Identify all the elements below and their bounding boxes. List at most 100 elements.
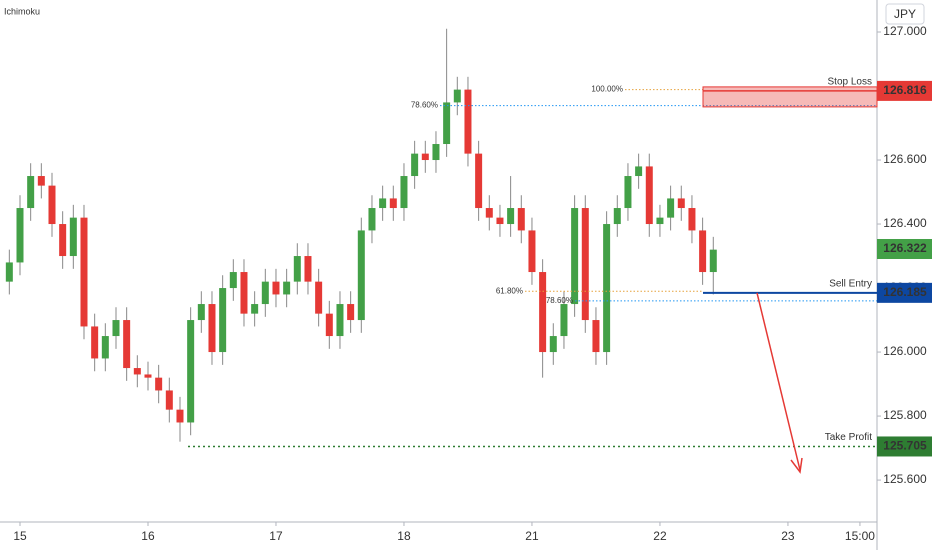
candle-body	[144, 374, 152, 378]
candle-body	[272, 281, 280, 295]
y-tick-label: 125.600	[883, 472, 927, 486]
candle-body	[251, 304, 259, 314]
x-tick-label: 18	[397, 529, 411, 543]
candle-body	[197, 304, 205, 321]
price-label: 125.705	[883, 439, 927, 453]
candle-body	[656, 217, 664, 225]
candle-body	[357, 230, 365, 321]
price-label: 126.185	[883, 285, 927, 299]
candle-body	[304, 256, 312, 282]
candle-body	[464, 89, 472, 154]
currency-box	[885, 3, 925, 25]
candle-body	[336, 304, 344, 337]
candle-body	[507, 208, 515, 225]
y-tick-label: 127.000	[883, 24, 927, 38]
forecast-arrowhead	[790, 457, 803, 474]
candle-body	[667, 198, 675, 218]
candle-body	[485, 208, 493, 218]
stop-loss-zone	[702, 86, 878, 108]
candle-body	[539, 272, 547, 353]
candle-body	[112, 320, 120, 337]
x-tick-label: 22	[653, 529, 667, 543]
currency-label: JPY	[894, 7, 916, 21]
candle-body	[581, 208, 589, 321]
candle-body	[411, 153, 419, 177]
level-name: Sell Entry	[829, 278, 872, 289]
candle-body	[283, 281, 291, 295]
x-tick-label: 15:00	[845, 529, 875, 543]
last-price-label: 126.322	[883, 241, 927, 255]
candle-body	[549, 336, 557, 353]
candle-body	[315, 281, 323, 314]
y-tick-label: 126.400	[883, 216, 927, 230]
candle-body	[240, 272, 248, 314]
candle-body	[165, 390, 173, 410]
candle-body	[624, 176, 632, 209]
candle-body	[432, 144, 440, 161]
candle-body	[368, 208, 376, 231]
candle-body	[389, 198, 397, 209]
candle-body	[91, 326, 99, 359]
candle-body	[80, 217, 88, 327]
candle-body	[176, 409, 184, 423]
level-name: Stop Loss	[828, 77, 872, 88]
x-tick-label: 23	[781, 529, 795, 543]
forecast-arrow	[756, 292, 801, 471]
x-tick-label: 21	[525, 529, 539, 543]
candle-body	[560, 304, 568, 337]
candle-body	[496, 217, 504, 225]
last-price-box	[877, 238, 932, 259]
candle-body	[293, 256, 301, 282]
fib-label: 78.60%	[546, 296, 573, 305]
fib-label: 78.60%	[411, 101, 438, 110]
candle-body	[219, 288, 227, 353]
candle-body	[453, 89, 461, 103]
candle-body	[592, 320, 600, 353]
candle-body	[133, 368, 141, 375]
candle-body	[571, 208, 579, 305]
candle-body	[688, 208, 696, 231]
price-label-box	[877, 282, 932, 303]
candle-body	[400, 176, 408, 209]
candle-body	[208, 304, 216, 353]
candle-body	[603, 224, 611, 353]
candle-body	[27, 176, 35, 209]
y-tick-label: 125.800	[883, 408, 927, 422]
candle-body	[613, 208, 621, 225]
candle-body	[709, 249, 717, 273]
x-tick-label: 16	[141, 529, 155, 543]
x-tick-label: 17	[269, 529, 283, 543]
candle-body	[69, 217, 77, 257]
candle-body	[16, 208, 24, 263]
candle-body	[421, 153, 429, 161]
candle-body	[325, 313, 333, 337]
x-tick-label: 15	[13, 529, 27, 543]
candle-body	[443, 102, 451, 145]
candle-body	[677, 198, 685, 209]
candle-body	[37, 176, 45, 186]
fib-label: 100.00%	[591, 85, 623, 94]
candle-body	[475, 153, 483, 209]
candle-body	[517, 208, 525, 231]
candle-body	[101, 336, 109, 359]
candle-body	[5, 262, 13, 282]
price-label-box	[877, 80, 932, 101]
candle-body	[229, 272, 237, 289]
y-tick-label: 126.600	[883, 152, 927, 166]
candle-body	[379, 198, 387, 209]
price-label-box	[877, 436, 932, 457]
y-tick-label: 126.000	[883, 344, 927, 358]
price-label: 126.816	[883, 83, 927, 97]
candle-body	[645, 166, 653, 225]
candle-body	[59, 224, 67, 257]
candle-body	[528, 230, 536, 273]
fib-label: 61.80%	[496, 286, 523, 295]
candle-body	[635, 166, 643, 177]
candle-body	[187, 320, 195, 423]
candle-body	[699, 230, 707, 273]
candle-body	[48, 185, 56, 225]
level-name: Take Profit	[825, 432, 872, 443]
candle-body	[261, 281, 269, 305]
